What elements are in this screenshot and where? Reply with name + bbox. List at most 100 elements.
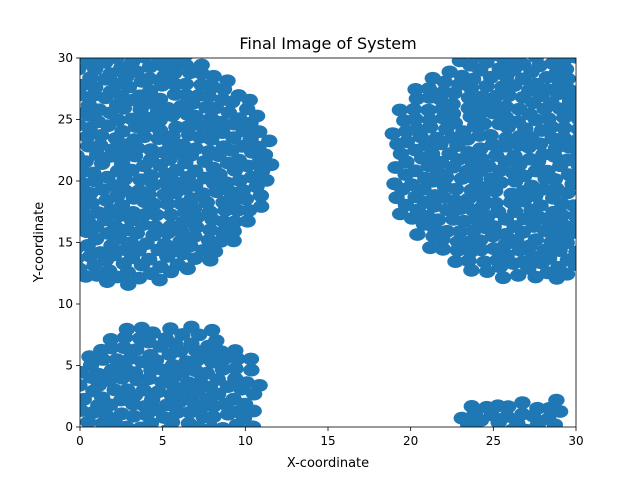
scatter-point: [80, 252, 85, 265]
scatter-point: [484, 229, 502, 243]
scatter-point: [478, 58, 495, 69]
scatter-point: [120, 80, 138, 94]
scatter-point: [214, 363, 231, 376]
scatter-point: [115, 341, 133, 355]
scatter-point: [388, 191, 405, 205]
scatter-point: [120, 278, 137, 291]
scatter-point: [460, 192, 477, 206]
scatter-point: [89, 148, 106, 162]
scatter-point: [453, 411, 470, 425]
scatter-point: [445, 213, 462, 226]
scatter-point: [162, 322, 179, 336]
scatter-point: [217, 204, 234, 217]
scatter-point: [80, 242, 85, 254]
scatter-point: [128, 226, 145, 240]
scatter-point: [415, 217, 433, 231]
scatter-point: [111, 209, 128, 223]
scatter-point: [460, 101, 477, 115]
scatter-point: [449, 243, 466, 257]
scatter-point: [555, 131, 572, 144]
scatter-point: [518, 423, 533, 427]
scatter-point: [421, 113, 439, 127]
scatter-point: [202, 253, 219, 267]
scatter-point: [226, 215, 243, 229]
scatter-point: [205, 410, 222, 424]
scatter-point: [173, 225, 190, 239]
scatter-point: [226, 163, 244, 177]
scatter-point: [253, 200, 270, 213]
scatter-point: [484, 106, 502, 120]
scatter-point: [434, 102, 451, 116]
scatter-point: [567, 58, 576, 64]
scatter-point: [463, 400, 480, 413]
scatter-point: [193, 58, 210, 72]
scatter-point: [225, 224, 242, 238]
scatter-point: [407, 83, 424, 96]
scatter-point: [103, 363, 121, 377]
scatter-point: [497, 110, 514, 124]
scatter-point: [251, 125, 268, 139]
scatter-point: [177, 77, 194, 91]
scatter-point: [162, 58, 178, 62]
scatter-point: [463, 264, 480, 277]
scatter-point: [436, 180, 453, 193]
scatter-point: [151, 123, 169, 137]
scatter-point: [392, 207, 409, 221]
scatter-point: [225, 234, 242, 248]
scatter-point: [80, 270, 94, 283]
scatter-point: [243, 363, 260, 377]
scatter-point: [80, 392, 92, 406]
scatter-point: [391, 103, 409, 117]
scatter-point: [514, 396, 531, 410]
scatter-point: [467, 213, 485, 226]
scatter-point: [529, 401, 546, 415]
scatter-point: [80, 118, 87, 132]
scatter-point: [142, 143, 160, 157]
scatter-point: [87, 81, 104, 95]
scatter-point: [396, 114, 413, 128]
scatter-point: [98, 194, 115, 207]
x-tick-label: 20: [403, 434, 418, 448]
scatter-points: [80, 58, 576, 427]
scatter-point: [187, 142, 204, 156]
scatter-point: [142, 84, 159, 98]
scatter-point: [551, 405, 569, 418]
scatter-point: [80, 58, 88, 63]
scatter-point: [177, 58, 195, 72]
scatter-point: [565, 199, 576, 213]
scatter-point: [438, 203, 456, 217]
scatter-point: [145, 178, 162, 192]
scatter-point: [511, 102, 528, 116]
scatter-point: [169, 405, 186, 419]
scatter-point: [441, 147, 458, 161]
scatter-point: [166, 66, 183, 80]
scatter-point: [422, 241, 439, 255]
scatter-point: [81, 350, 98, 364]
scatter-point: [103, 239, 120, 252]
scatter-point: [141, 60, 159, 74]
scatter-point: [162, 265, 180, 279]
scatter-point: [505, 257, 522, 270]
scatter-point: [141, 72, 158, 86]
scatter-point: [188, 211, 206, 224]
scatter-point: [248, 109, 266, 123]
scatter-point: [494, 80, 511, 94]
scatter-point: [142, 348, 159, 362]
scatter-point: [213, 115, 230, 129]
scatter-point: [102, 333, 120, 346]
scatter-point: [179, 262, 196, 276]
chart-title: Final Image of System: [239, 34, 416, 53]
scatter-point: [424, 71, 441, 85]
scatter-point: [460, 91, 478, 105]
scatter-point: [241, 93, 258, 107]
scatter-point: [494, 271, 512, 285]
scatter-point: [474, 90, 491, 104]
scatter-point: [148, 208, 165, 222]
scatter-point: [551, 244, 568, 257]
scatter-point: [80, 379, 88, 392]
scatter-point: [570, 145, 576, 158]
x-tick-label: 5: [159, 434, 167, 448]
scatter-point: [384, 127, 401, 140]
scatter-point: [478, 400, 495, 414]
